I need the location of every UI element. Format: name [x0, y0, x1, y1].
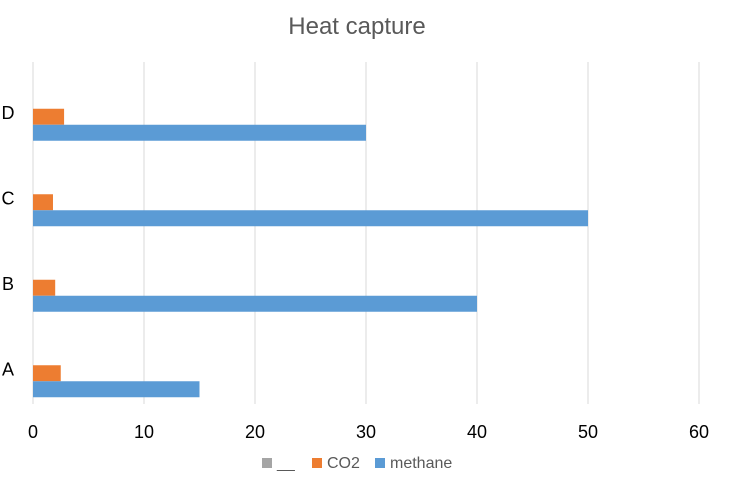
legend-label-2: methane: [390, 455, 452, 472]
x-tick-label-10: 10: [134, 422, 154, 442]
x-axis-ticks: 0 10 20 30 40 50 60: [28, 422, 709, 442]
gridlines: [32, 62, 700, 404]
y-category-label-b: B: [2, 274, 14, 294]
bar-co2-c: [33, 194, 53, 211]
bar-methane-b: [33, 295, 477, 312]
bar-co2-b: [33, 279, 56, 296]
legend-label-0: __: [276, 455, 296, 472]
bars: [33, 108, 588, 398]
legend-swatch-2: [375, 458, 385, 468]
legend-swatch-1: [312, 458, 322, 468]
x-tick-label-60: 60: [689, 422, 709, 442]
y-axis-categories: A B C D: [2, 103, 15, 380]
x-tick-label-40: 40: [467, 422, 487, 442]
y-category-label-d: D: [2, 103, 15, 123]
bar-methane-d: [33, 124, 366, 141]
x-tick-label-0: 0: [28, 422, 38, 442]
x-tick-label-20: 20: [245, 422, 265, 442]
bar-co2-a: [33, 365, 61, 382]
legend: __ CO2 methane: [262, 455, 452, 472]
y-category-label-c: C: [2, 188, 15, 208]
y-category-label-a: A: [2, 359, 14, 379]
chart-title: Heat capture: [288, 13, 425, 40]
bar-co2-d: [33, 108, 65, 125]
legend-swatch-0: [262, 458, 272, 468]
bar-methane-c: [33, 210, 588, 227]
x-tick-label-30: 30: [356, 422, 376, 442]
x-tick-label-50: 50: [578, 422, 598, 442]
legend-label-1: CO2: [327, 455, 360, 472]
bar-methane-a: [33, 381, 200, 398]
